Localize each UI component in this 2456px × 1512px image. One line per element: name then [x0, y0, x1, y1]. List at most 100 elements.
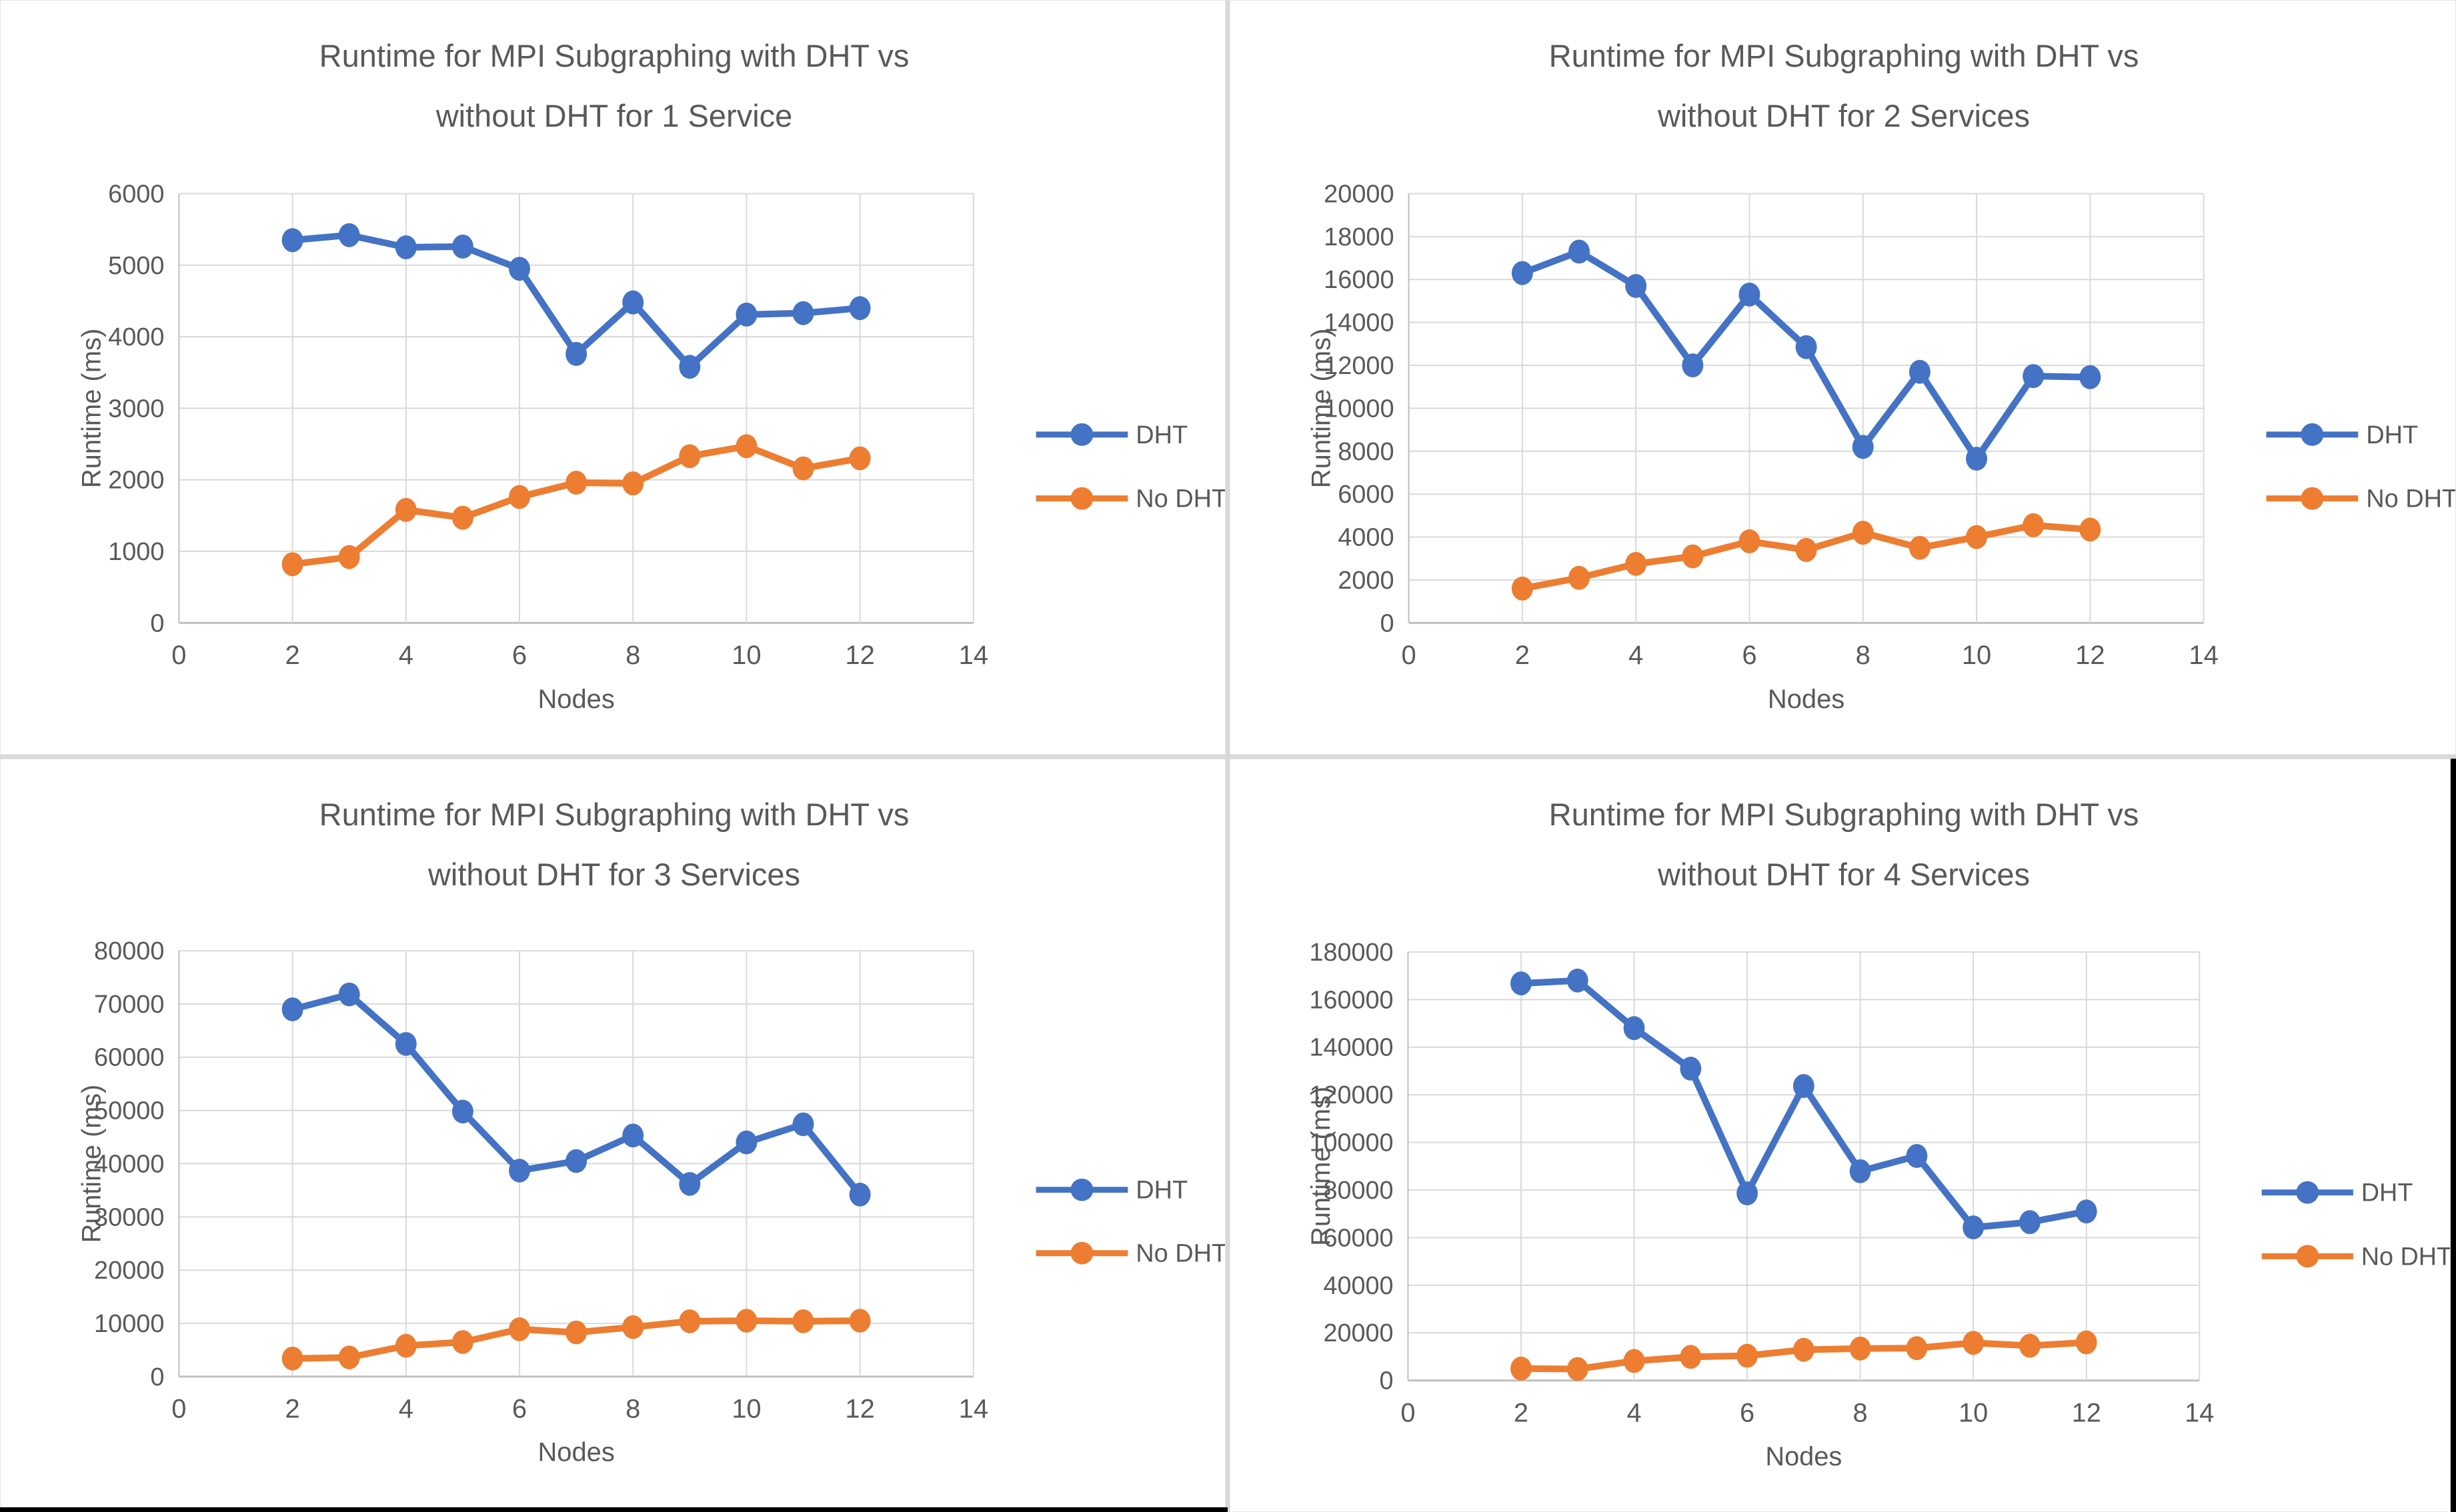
- x-tick-label: 4: [1626, 1398, 1641, 1427]
- x-tick-label: 2: [285, 1394, 300, 1423]
- data-point-dht: [565, 1149, 587, 1173]
- data-point-no-dht: [849, 1309, 871, 1333]
- chart-title-1-service: Runtime for MPI Subgraphing with DHT vs w…: [41, 26, 1188, 146]
- bottom-edge-strip: [0, 1507, 1228, 1512]
- data-point-dht: [1909, 359, 1931, 384]
- x-tick-label: 12: [845, 1394, 874, 1423]
- y-tick-label: 70000: [94, 991, 164, 1019]
- x-tick-label: 12: [2075, 641, 2105, 670]
- legend-marker-dot: [1070, 1241, 1094, 1265]
- y-tick-label: 10000: [94, 1310, 164, 1338]
- data-point-no-dht: [792, 1309, 814, 1333]
- legend-marker-dot: [2301, 423, 2324, 446]
- y-tick-label: 30000: [94, 1203, 164, 1231]
- data-point-no-dht: [736, 434, 758, 459]
- legend-item-dht: DHT: [1036, 421, 1188, 449]
- data-point-no-dht: [622, 471, 644, 496]
- x-tick-label: 14: [959, 641, 988, 670]
- title-line-2: without DHT for 1 Service: [435, 98, 793, 133]
- x-tick-label: 8: [626, 641, 640, 670]
- chart-plot-4-services: 0 20000 40000 60000 80000 100000 120000 140000 1…: [1306, 939, 2450, 1471]
- data-point-dht: [679, 1172, 701, 1196]
- y-tick-label: 12000: [1324, 352, 1394, 380]
- y-tick-label: 60000: [1324, 1224, 1394, 1252]
- data-point-no-dht: [338, 1345, 360, 1369]
- x-tick-label: 6: [1740, 1398, 1754, 1427]
- y-tick-label: 4000: [108, 323, 164, 351]
- y-tick-label: 5000: [108, 252, 164, 280]
- legend-marker-dot: [2296, 1181, 2319, 1204]
- x-tick-label: 2: [1515, 641, 1530, 670]
- data-point-dht: [395, 235, 417, 259]
- y-tick-label: 0: [1380, 609, 1394, 637]
- data-point-no-dht: [736, 1309, 758, 1333]
- data-point-dht: [1625, 273, 1647, 298]
- x-tick-label: 2: [285, 641, 300, 670]
- legend-label: DHT: [2361, 1179, 2413, 1207]
- data-point-no-dht: [2079, 517, 2101, 542]
- data-point-dht: [1682, 353, 1704, 377]
- chart-plot-3-services: 0 10000 20000 30000 40000 50000 60000 70000 8000…: [77, 937, 1225, 1467]
- y-tick-label: 0: [1380, 1367, 1394, 1395]
- x-tick-label: 0: [171, 641, 186, 670]
- y-tick-label: 6000: [1338, 481, 1394, 509]
- data-point-dht: [338, 982, 360, 1007]
- legend-label: DHT: [2366, 421, 2418, 449]
- data-point-dht: [849, 1183, 871, 1207]
- y-tick-label: 0: [150, 609, 164, 637]
- data-point-no-dht: [1682, 544, 1704, 569]
- data-point-dht: [2019, 1210, 2041, 1235]
- y-tick-label: 4000: [1338, 524, 1394, 552]
- data-point-dht: [451, 1099, 473, 1124]
- data-point-dht: [1511, 261, 1533, 285]
- data-point-dht: [1792, 1074, 1814, 1098]
- title-line-2: without DHT for 2 Services: [1657, 98, 2031, 133]
- data-point-no-dht: [1625, 551, 1647, 576]
- data-point-dht: [792, 1112, 814, 1137]
- data-point-dht: [1568, 239, 1590, 264]
- y-tick-label: 20000: [1324, 1319, 1394, 1347]
- data-point-no-dht: [451, 505, 473, 530]
- data-point-dht: [1623, 1016, 1645, 1041]
- data-point-dht: [1680, 1057, 1702, 1081]
- y-tick-label: 20000: [1324, 180, 1394, 208]
- x-tick-label: 0: [1400, 1398, 1415, 1427]
- data-point-no-dht: [2019, 1333, 2041, 1358]
- x-tick-label: 4: [1628, 641, 1643, 670]
- y-tick-label: 18000: [1324, 223, 1394, 251]
- data-point-no-dht: [338, 545, 360, 569]
- data-point-no-dht: [1738, 529, 1760, 553]
- data-point-dht: [1736, 1181, 1758, 1205]
- y-tick-label: 100000: [1310, 1129, 1394, 1157]
- legend-marker-dot: [2301, 487, 2324, 510]
- series-line-no-dht: [289, 443, 864, 568]
- data-point-dht: [792, 301, 814, 325]
- x-tick-label: 4: [399, 641, 413, 670]
- legend-item-dht: DHT: [2261, 1179, 2413, 1207]
- data-point-dht: [338, 223, 360, 247]
- data-point-no-dht: [509, 1317, 530, 1341]
- y-tick-label: 140000: [1310, 1034, 1394, 1062]
- legend-label: No DHT: [1136, 485, 1225, 513]
- chart-plot-1-service: 0 1000 2000 3000 4000 5000 6000 0 2 4 6 8 10 12 14 Node…: [77, 180, 1225, 714]
- x-tick-label: 14: [2185, 1398, 2214, 1427]
- data-point-dht: [736, 1130, 758, 1155]
- legend-item-dht: DHT: [2266, 421, 2418, 449]
- chart-title-2-services: Runtime for MPI Subgraphing with DHT vs w…: [1270, 26, 2417, 146]
- data-point-no-dht: [395, 1333, 417, 1358]
- x-tick-label: 2: [1514, 1398, 1528, 1427]
- legend-marker-dot: [1070, 423, 1094, 446]
- data-point-dht: [281, 228, 303, 253]
- x-tick-label: 6: [512, 1394, 527, 1423]
- data-point-dht: [565, 341, 587, 366]
- title-line-2: without DHT for 4 Services: [1657, 857, 2031, 892]
- y-tick-label: 180000: [1310, 939, 1394, 967]
- x-tick-label: 0: [171, 1394, 186, 1423]
- x-tick-label: 10: [1959, 1398, 1988, 1427]
- x-tick-label: 4: [399, 1394, 413, 1423]
- y-axis-title: Runtime (ms): [1306, 1087, 1336, 1246]
- legend-marker-dot: [1070, 487, 1094, 510]
- x-tick-label: 12: [2072, 1398, 2101, 1427]
- y-tick-label: 8000: [1338, 438, 1394, 466]
